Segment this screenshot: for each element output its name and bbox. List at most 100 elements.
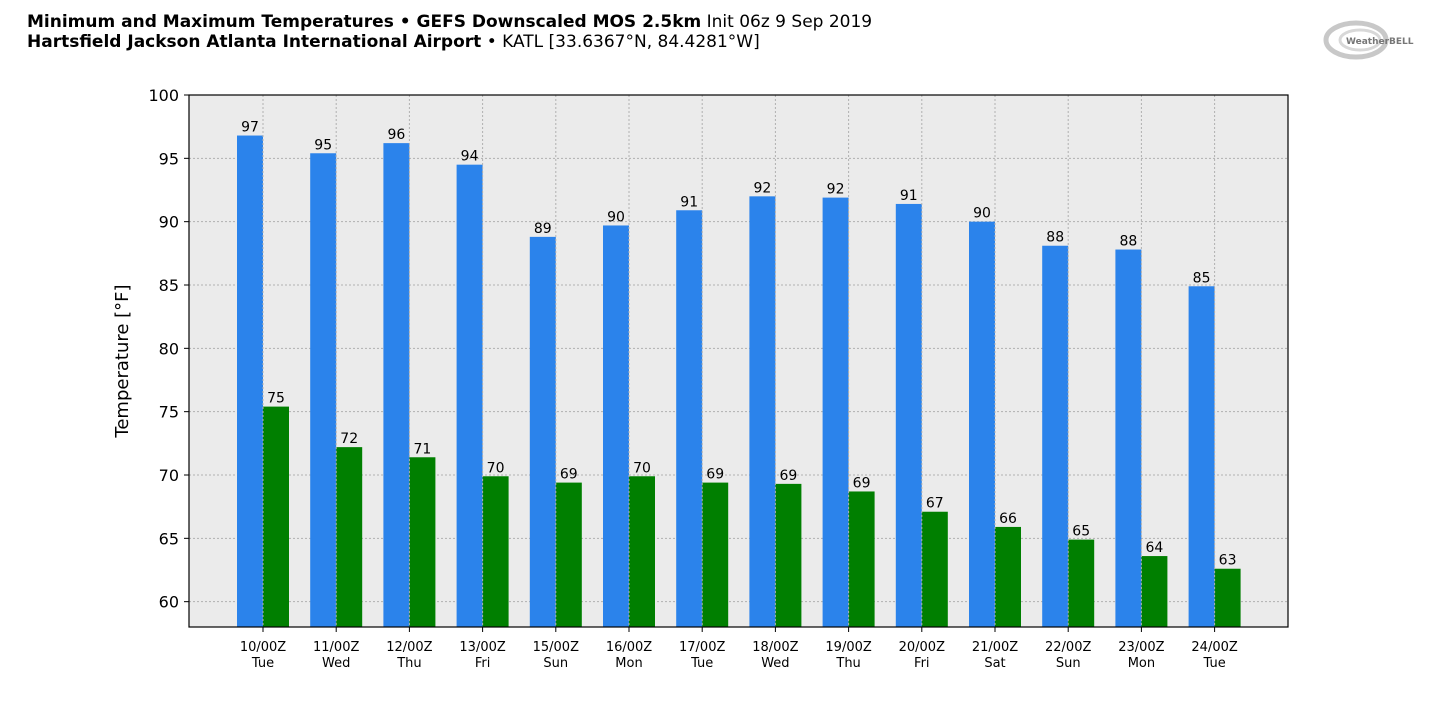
max-temp-bar: [895, 203, 922, 627]
x-tick-label: 17/00Z: [679, 640, 725, 655]
min-temp-bar: [555, 482, 582, 627]
x-tick-label: 21/00Z: [972, 640, 1018, 655]
y-axis-label: Temperature [°F]: [112, 284, 133, 438]
min-temp-label: 71: [413, 441, 431, 457]
min-temp-label: 69: [779, 468, 797, 484]
y-tick-label: 90: [159, 213, 179, 232]
max-temp-label: 91: [900, 188, 918, 204]
x-tick-label: 11/00Z: [313, 640, 359, 655]
x-tick-day: Tue: [251, 656, 274, 671]
x-tick-label: 15/00Z: [533, 640, 579, 655]
x-tick-day: Fri: [914, 656, 930, 671]
max-temp-label: 94: [461, 149, 479, 165]
max-temp-bar: [456, 164, 483, 627]
max-temp-bar: [383, 143, 410, 627]
max-temp-label: 88: [1046, 230, 1064, 246]
x-tick-day: Fri: [475, 656, 491, 671]
x-tick-day: Sun: [1056, 656, 1081, 671]
max-temp-bar: [1042, 245, 1069, 627]
min-temp-bar: [263, 406, 289, 627]
min-temp-bar: [921, 511, 948, 627]
min-temp-label: 63: [1219, 553, 1237, 569]
max-temp-label: 96: [387, 127, 405, 143]
plot-frame: [188, 94, 1289, 628]
y-tick-label: 100: [148, 86, 179, 105]
x-tick-day: Sat: [984, 656, 1005, 671]
x-tick-label: 18/00Z: [752, 640, 798, 655]
max-temp-bar: [310, 153, 337, 627]
x-tick-day: Thu: [396, 656, 421, 671]
max-temp-bar: [676, 210, 703, 627]
min-temp-label: 69: [853, 475, 871, 491]
max-temp-label: 90: [973, 206, 991, 222]
max-temp-label: 97: [241, 120, 259, 136]
max-temp-bar: [529, 236, 556, 627]
max-temp-bar: [237, 135, 263, 628]
min-temp-bar: [336, 447, 363, 627]
min-temp-bar: [482, 476, 509, 627]
y-tick-label: 95: [159, 149, 179, 168]
max-temp-bar: [1188, 286, 1215, 627]
max-temp-label: 90: [607, 209, 625, 225]
min-temp-bar: [409, 457, 436, 627]
y-tick-label: 65: [159, 529, 179, 548]
x-tick-day: Tue: [690, 656, 713, 671]
x-tick-day: Tue: [1202, 656, 1225, 671]
max-temp-label: 89: [534, 221, 552, 237]
min-temp-bar: [702, 482, 729, 627]
max-temp-bar: [822, 197, 849, 627]
x-tick-day: Mon: [1128, 656, 1155, 671]
min-temp-bar: [1141, 556, 1168, 627]
min-temp-label: 67: [926, 496, 944, 512]
x-tick-label: 19/00Z: [825, 640, 871, 655]
x-tick-label: 22/00Z: [1045, 640, 1091, 655]
x-tick-label: 12/00Z: [386, 640, 432, 655]
x-tick-label: 13/00Z: [459, 640, 505, 655]
y-tick-label: 70: [159, 466, 179, 485]
max-temp-bar: [603, 225, 629, 627]
svg-text:WeatherBELL: WeatherBELL: [1346, 37, 1414, 47]
x-tick-day: Wed: [322, 656, 350, 671]
x-tick-label: 10/00Z: [240, 640, 286, 655]
min-temp-label: 65: [1072, 524, 1090, 540]
min-temp-bar: [775, 483, 802, 627]
min-temp-label: 70: [487, 460, 505, 476]
max-temp-label: 95: [314, 137, 332, 153]
y-tick-label: 85: [159, 276, 179, 295]
max-temp-label: 92: [827, 182, 845, 198]
min-temp-bar: [629, 476, 655, 627]
x-tick-label: 16/00Z: [606, 640, 652, 655]
min-temp-bar: [995, 526, 1021, 627]
weatherbell-logo: WeatherBELL: [1322, 18, 1414, 62]
max-temp-label: 92: [753, 180, 771, 196]
max-temp-label: 85: [1193, 270, 1211, 286]
min-temp-label: 69: [560, 467, 578, 483]
max-temp-label: 88: [1119, 234, 1137, 250]
min-temp-label: 69: [706, 467, 724, 483]
max-temp-bar: [749, 196, 776, 628]
y-tick-label: 75: [159, 403, 179, 422]
min-temp-label: 75: [267, 391, 285, 407]
x-tick-label: 23/00Z: [1118, 640, 1164, 655]
x-tick-label: 24/00Z: [1191, 640, 1237, 655]
x-tick-day: Wed: [761, 656, 789, 671]
max-temp-bar: [1115, 249, 1142, 628]
min-temp-label: 72: [340, 431, 358, 447]
max-temp-bar: [969, 221, 995, 627]
y-tick-label: 80: [159, 339, 179, 358]
max-temp-label: 91: [680, 194, 698, 210]
chart-subtitle: Hartsfield Jackson Atlanta International…: [27, 32, 760, 52]
min-temp-bar: [1068, 539, 1095, 627]
y-tick-label: 60: [159, 593, 179, 612]
x-tick-day: Sun: [543, 656, 568, 671]
chart-title: Minimum and Maximum Temperatures • GEFS …: [27, 12, 873, 32]
x-tick-day: Mon: [615, 656, 642, 671]
min-temp-label: 64: [1145, 540, 1163, 556]
x-tick-day: Thu: [835, 656, 860, 671]
min-temp-label: 70: [633, 460, 651, 476]
min-temp-bar: [848, 491, 875, 627]
x-tick-label: 20/00Z: [899, 640, 945, 655]
min-temp-bar: [1214, 568, 1241, 627]
min-temp-label: 66: [999, 511, 1017, 527]
